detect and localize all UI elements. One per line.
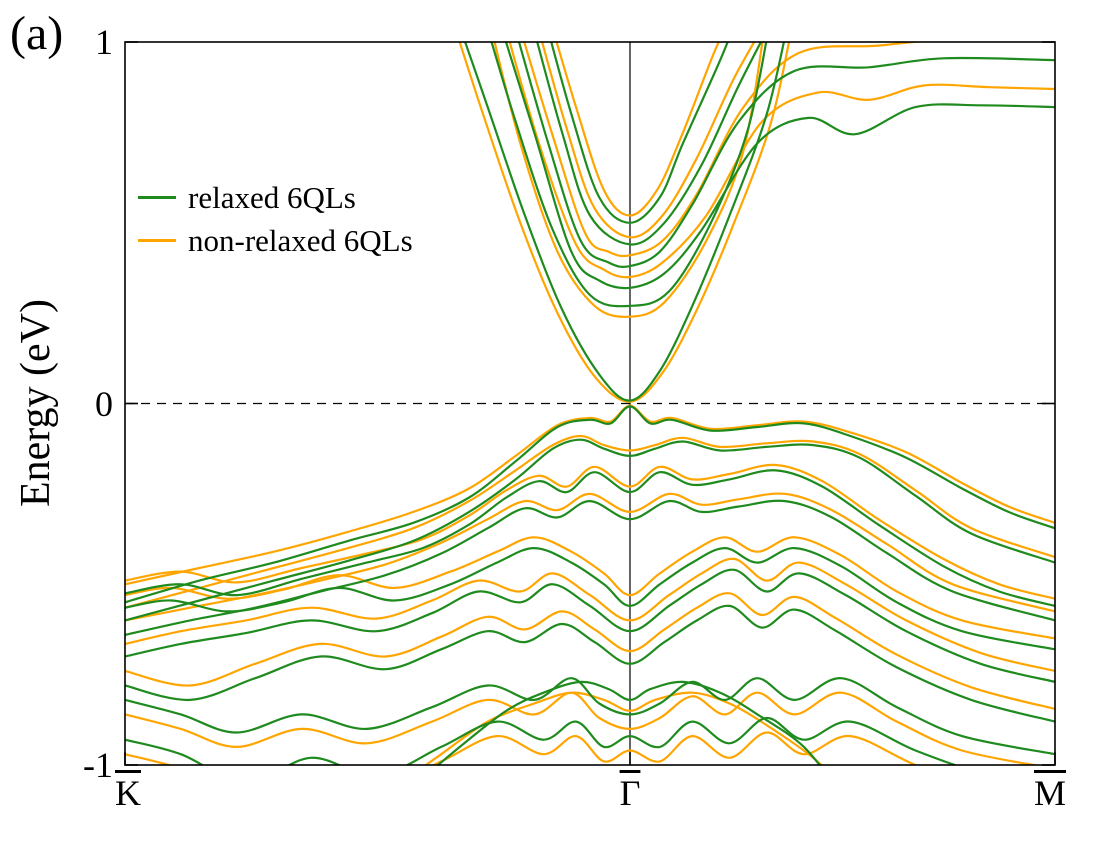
- legend-item-nonrelaxed: non-relaxed 6QLs: [138, 219, 413, 262]
- legend-line-swatch-relaxed: [138, 196, 176, 199]
- x-tick-label-kbar: K: [115, 773, 141, 813]
- y-tick-label-0: 0: [95, 384, 113, 424]
- legend-line-swatch-nonrelaxed: [138, 239, 176, 242]
- legend: relaxed 6QLs non-relaxed 6QLs: [138, 176, 413, 262]
- x-tick-label-gammabar: Γ: [619, 773, 641, 813]
- legend-label-nonrelaxed: non-relaxed 6QLs: [188, 222, 413, 258]
- legend-item-relaxed: relaxed 6QLs: [138, 176, 413, 219]
- panel-label: (a): [10, 7, 64, 60]
- y-tick-label-minus-1: -1: [83, 745, 113, 785]
- y-tick-label-1: 1: [95, 22, 113, 62]
- legend-label-relaxed: relaxed 6QLs: [188, 179, 356, 215]
- x-tick-label-mbar: M: [1033, 773, 1067, 813]
